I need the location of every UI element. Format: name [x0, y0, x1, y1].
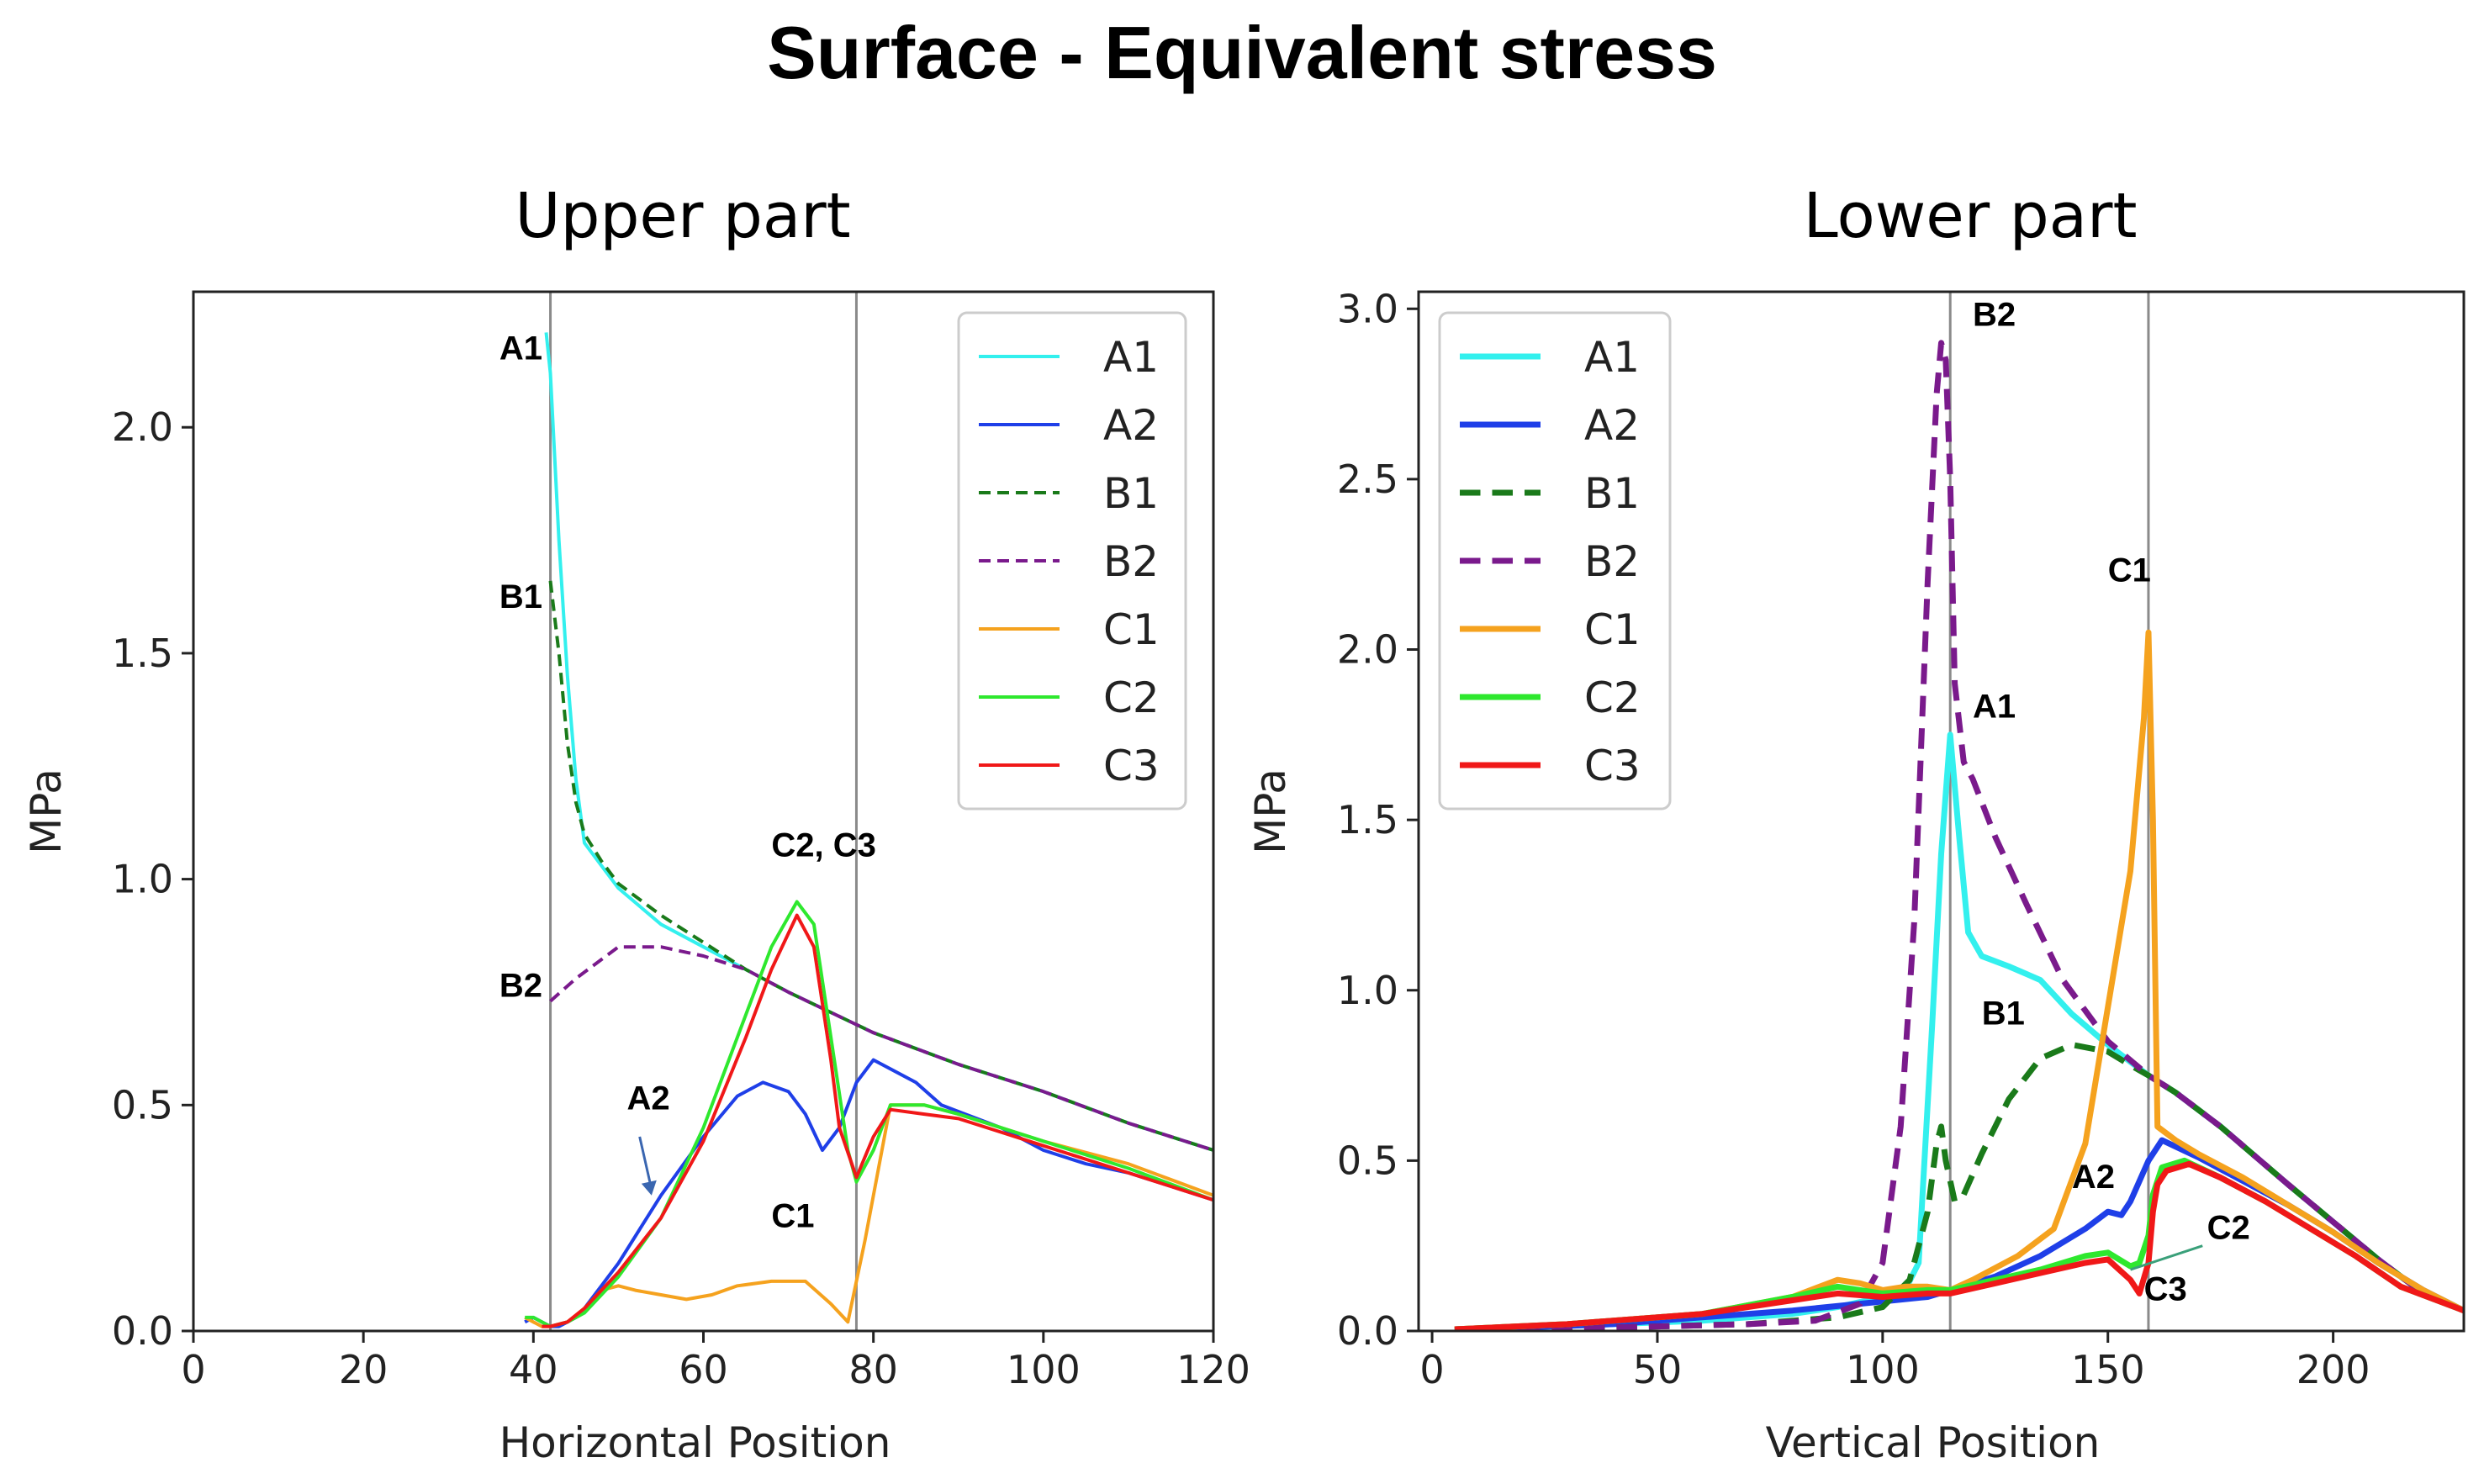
upper-annotation-a2: A2	[627, 1080, 670, 1117]
upper-annotation-b2: B2	[499, 967, 542, 1004]
lower-series-group	[1454, 340, 2464, 1331]
upper-a2-arrow	[638, 1136, 652, 1182]
lower-ytick-label: 0.5	[1337, 1138, 1398, 1183]
upper-legend-label-a2: A2	[1103, 401, 1159, 450]
upper-ytick-label: 1.0	[112, 857, 173, 902]
lower-xaxis-label: Vertical Position	[1766, 1418, 2101, 1467]
lower-legend-label-c3: C3	[1584, 742, 1641, 790]
lower-chart: Lower part 0 50 100 150 200 0.0 0.5 1.0 1.5 2.0 2.5…	[1246, 180, 2466, 1467]
upper-series-b2	[549, 945, 1213, 1152]
lower-annotation-a1: A1	[1973, 689, 2016, 726]
upper-xtick-label: 100	[1007, 1347, 1081, 1392]
lower-subtitle: Lower part	[1804, 180, 2138, 252]
lower-yaxis-label: MPa	[1246, 768, 1295, 854]
lower-series-a2	[1454, 1137, 2464, 1331]
lower-series-b2	[1454, 340, 2464, 1331]
upper-subtitle: Upper part	[515, 180, 850, 252]
upper-ytick-label: 2.0	[112, 404, 173, 450]
lower-annotation-c2: C2	[2207, 1210, 2250, 1247]
lower-ytick-label: 1.0	[1337, 968, 1398, 1013]
upper-xtick-label: 80	[848, 1347, 898, 1392]
upper-series-b1	[548, 580, 1213, 1152]
lower-legend	[1438, 311, 1672, 811]
lower-ytick-label: 3.0	[1337, 286, 1398, 331]
lower-xtick-label: 0	[1419, 1347, 1444, 1392]
lower-annotation-b2: B2	[1973, 297, 2016, 334]
lower-xtick-label: 50	[1633, 1347, 1683, 1392]
upper-legend-label-b1: B1	[1103, 469, 1159, 518]
lower-ytick-label: 2.0	[1337, 627, 1398, 673]
lower-annotation-c3: C3	[2144, 1271, 2187, 1308]
lower-xtick-label: 150	[2071, 1347, 2145, 1392]
lower-annotation-c1: C1	[2108, 552, 2151, 589]
lower-annotation-a2: A2	[2072, 1159, 2115, 1196]
upper-annotation-c2c3: C2, C3	[771, 827, 876, 864]
upper-series-c3	[542, 913, 1213, 1328]
upper-xtick-label: 20	[339, 1347, 388, 1392]
upper-xaxis-label: Horizontal Position	[499, 1418, 891, 1467]
lower-ytick-label: 0.0	[1337, 1308, 1398, 1354]
lower-annotation-b1: B1	[1982, 995, 2025, 1032]
upper-xtick-label: 120	[1176, 1347, 1250, 1392]
upper-ytick-label: 0.0	[112, 1308, 173, 1354]
lower-series-c1	[1454, 629, 2464, 1331]
upper-series-c1	[524, 1103, 1213, 1328]
lower-axes-frame	[1417, 290, 2466, 1333]
upper-chart: Upper part 0 20 40 60 80 100 120 0.0 0.5 1.0 1.5 2.0…	[22, 180, 1250, 1467]
lower-legend-label-b1: B1	[1584, 469, 1640, 518]
upper-ytick-label: 1.5	[112, 631, 173, 676]
upper-legend-label-c3: C3	[1103, 742, 1160, 790]
upper-annotation-a1: A1	[499, 330, 542, 367]
upper-legend-label-a1: A1	[1103, 333, 1159, 382]
upper-annotation-b1: B1	[499, 578, 542, 615]
upper-xtick-label: 0	[181, 1347, 205, 1392]
upper-annotation-c1: C1	[771, 1197, 814, 1234]
upper-a2-arrowhead	[641, 1180, 657, 1196]
upper-legend-label-c2: C2	[1103, 673, 1160, 722]
upper-legend	[957, 311, 1187, 811]
lower-legend-label-c1: C1	[1584, 605, 1641, 654]
lower-ytick-label: 1.5	[1337, 797, 1398, 842]
lower-legend-label-a1: A1	[1584, 333, 1640, 382]
lower-ytick-label: 2.5	[1337, 457, 1398, 502]
lower-c2-leader	[2130, 1244, 2203, 1271]
lower-legend-label-c2: C2	[1584, 673, 1641, 722]
lower-series-a1	[1454, 731, 2464, 1331]
upper-ytick-label: 0.5	[112, 1082, 173, 1128]
upper-legend-label-c1: C1	[1103, 605, 1160, 654]
upper-yaxis-label: MPa	[22, 768, 71, 854]
lower-xtick-label: 100	[1846, 1347, 1920, 1392]
lower-legend-label-a2: A2	[1584, 401, 1640, 450]
lower-series-c3	[1454, 1160, 2464, 1331]
upper-xtick-label: 40	[509, 1347, 558, 1392]
lower-xtick-label: 200	[2296, 1347, 2370, 1392]
upper-series-group	[524, 332, 1213, 1328]
lower-series-b1	[1454, 1042, 2464, 1331]
upper-xtick-label: 60	[679, 1347, 728, 1392]
lower-series-c2	[1454, 1157, 2464, 1331]
main-title: Surface - Equivalent stress	[767, 11, 1717, 94]
upper-legend-label-b2: B2	[1103, 537, 1159, 586]
lower-legend-label-b2: B2	[1584, 537, 1640, 586]
